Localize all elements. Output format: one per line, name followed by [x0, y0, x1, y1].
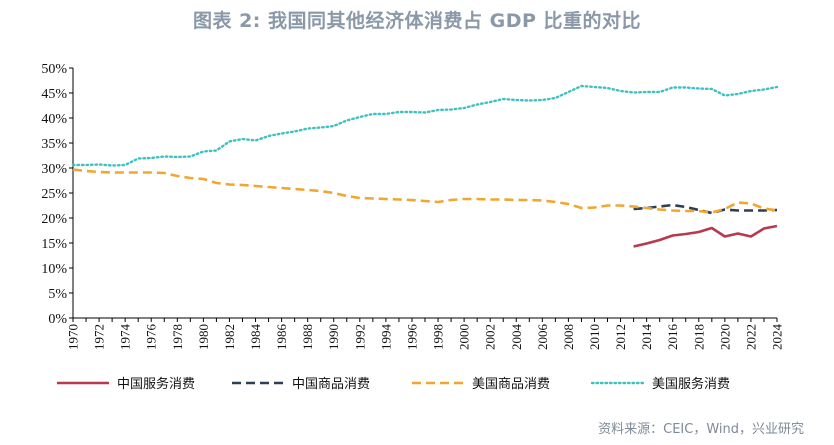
x-tick-label: 2004	[509, 324, 524, 351]
legend-label-0: 中国服务消费	[117, 376, 195, 392]
y-tick-label: 15%	[41, 237, 67, 252]
x-tick-label: 1980	[196, 324, 211, 350]
y-tick-label: 35%	[41, 137, 67, 152]
y-tick-label: 0%	[48, 312, 67, 327]
y-tick-label: 45%	[41, 87, 67, 102]
x-tick-label: 1972	[92, 324, 107, 350]
x-tick-label: 2000	[457, 324, 472, 350]
x-tick-label: 1984	[248, 324, 263, 351]
x-tick-label: 2008	[561, 324, 576, 350]
y-tick-label: 5%	[48, 287, 67, 302]
y-tick-label: 40%	[41, 112, 67, 127]
x-tick-label: 1970	[66, 324, 81, 350]
x-tick-label: 2012	[613, 324, 628, 350]
chart-axes: 0% 5% 10% 15% 20% 25% 30% 35% 40% 45% 50% 1970 1972 1…	[41, 62, 784, 350]
x-tick-label: 1978	[170, 324, 185, 350]
x-tick-label: 1976	[144, 324, 159, 351]
x-tick-label: 2010	[587, 324, 602, 350]
x-tick-label: 1996	[404, 324, 419, 351]
source-note: 资料来源：CEIC，Wind，兴业研究	[598, 422, 804, 437]
x-tick-label: 1992	[352, 324, 367, 350]
y-tick-label: 10%	[41, 262, 67, 277]
x-tick-label: 2018	[691, 324, 706, 350]
series-line-3	[71, 84, 779, 167]
legend-label-3: 美国服务消费	[652, 376, 730, 392]
x-tick-label: 1974	[118, 324, 133, 351]
x-tick-label: 1998	[431, 324, 446, 350]
chart-title: 图表 2: 我国同其他经济体消费占 GDP 比重的对比	[192, 10, 642, 32]
series-line-0	[633, 224, 778, 248]
legend-label-2: 美国商品消费	[472, 377, 550, 392]
series-line-2	[72, 168, 778, 214]
x-tick-label: 1988	[300, 324, 315, 350]
x-tick-label: 2002	[483, 324, 498, 350]
y-tick-label: 20%	[41, 212, 67, 227]
legend-label-1: 中国商品消费	[292, 377, 370, 392]
legend: 中国服务消费 中国商品消费 美国商品消费 美国服务消费	[57, 376, 730, 392]
x-tick-label: 1982	[222, 324, 237, 350]
x-tick-label: 2024	[770, 324, 785, 351]
y-tick-label: 25%	[41, 187, 67, 202]
y-tick-label: 50%	[41, 62, 67, 77]
plot-area	[71, 84, 779, 248]
y-tick-label: 30%	[41, 162, 67, 177]
x-tick-label: 2014	[639, 324, 654, 351]
x-tick-label: 1994	[378, 324, 393, 351]
x-tick-label: 2016	[665, 324, 680, 351]
x-tick-label: 1990	[326, 324, 341, 350]
x-tick-label: 2020	[717, 324, 732, 350]
x-tick-label: 1986	[274, 324, 289, 351]
x-tick-label: 2006	[535, 324, 550, 351]
x-tick-label: 2022	[743, 324, 758, 350]
